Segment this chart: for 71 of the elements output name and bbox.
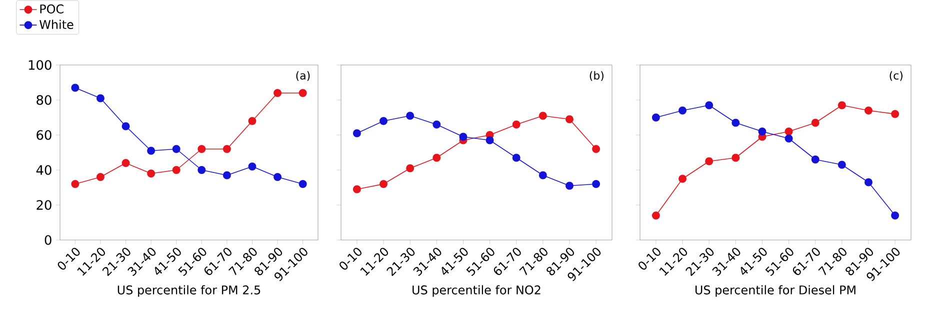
point bbox=[298, 180, 307, 188]
point bbox=[864, 106, 872, 114]
point bbox=[486, 136, 494, 144]
point bbox=[222, 145, 231, 153]
point bbox=[172, 166, 180, 174]
legend-label: White bbox=[40, 20, 74, 30]
point bbox=[274, 89, 282, 97]
x-axis-title: US percentile for NO2 bbox=[412, 285, 540, 297]
point bbox=[96, 173, 104, 181]
point bbox=[891, 110, 900, 118]
point bbox=[758, 128, 766, 136]
point bbox=[274, 173, 282, 181]
point bbox=[512, 120, 520, 128]
point bbox=[565, 182, 574, 190]
point bbox=[122, 122, 130, 130]
point bbox=[678, 174, 687, 183]
point bbox=[652, 114, 660, 122]
point bbox=[732, 118, 740, 127]
annotation: (b) bbox=[590, 71, 604, 81]
point bbox=[432, 154, 441, 162]
point bbox=[71, 180, 80, 188]
point bbox=[248, 117, 256, 125]
point bbox=[198, 145, 206, 153]
point bbox=[406, 164, 414, 172]
point bbox=[784, 128, 793, 136]
point bbox=[512, 154, 520, 162]
point bbox=[565, 115, 574, 124]
point bbox=[652, 212, 660, 220]
point bbox=[705, 157, 714, 166]
point bbox=[732, 154, 740, 162]
point bbox=[147, 146, 156, 155]
y-tick-label: 40 bbox=[36, 165, 52, 175]
y-tick-label: 60 bbox=[36, 130, 52, 140]
annotation: (a) bbox=[296, 71, 310, 81]
point bbox=[71, 84, 80, 92]
point bbox=[198, 166, 206, 174]
point bbox=[406, 112, 414, 120]
point bbox=[811, 156, 820, 164]
point bbox=[538, 112, 547, 120]
point bbox=[352, 185, 361, 194]
point bbox=[784, 134, 793, 142]
point bbox=[838, 101, 846, 110]
point bbox=[891, 212, 900, 220]
y-tick-label: 0 bbox=[44, 235, 52, 245]
point bbox=[432, 120, 441, 128]
point bbox=[678, 106, 687, 114]
x-axis-title: US percentile for PM 2.5 bbox=[118, 285, 260, 297]
point bbox=[380, 117, 388, 125]
point bbox=[222, 171, 231, 180]
point bbox=[592, 180, 600, 188]
point bbox=[147, 170, 156, 178]
x-axis-title: US percentile for Diesel PM bbox=[696, 285, 856, 297]
point bbox=[459, 132, 468, 141]
point bbox=[122, 159, 130, 167]
point bbox=[811, 118, 820, 127]
y-tick-label: 80 bbox=[36, 95, 52, 105]
point bbox=[864, 178, 872, 186]
point bbox=[298, 89, 307, 97]
point bbox=[352, 129, 361, 138]
point bbox=[172, 145, 180, 153]
point bbox=[705, 101, 714, 110]
annotation: (c) bbox=[890, 71, 902, 81]
y-tick-label: 100 bbox=[28, 60, 52, 70]
point bbox=[538, 171, 547, 180]
point bbox=[248, 162, 256, 170]
legend-label: POC bbox=[40, 4, 64, 14]
point bbox=[380, 180, 388, 188]
point bbox=[838, 160, 846, 169]
y-tick-label: 20 bbox=[36, 200, 52, 210]
point bbox=[96, 94, 104, 102]
point bbox=[592, 145, 600, 153]
